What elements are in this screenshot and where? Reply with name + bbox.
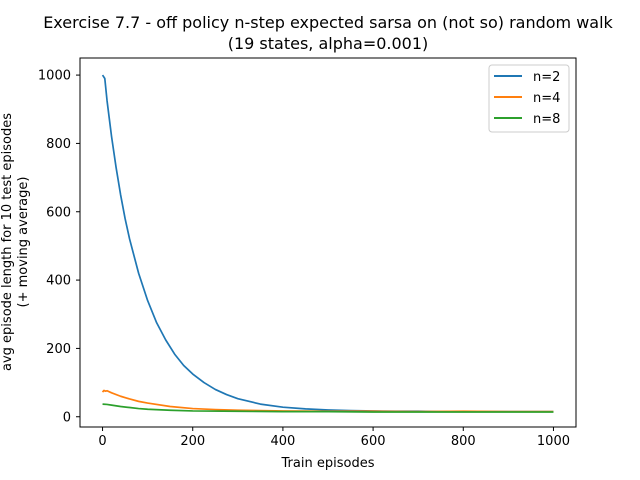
chart-title-line1: Exercise 7.7 - off policy n-step expecte… [43, 13, 613, 32]
x-tick-label: 200 [180, 434, 205, 449]
legend: n=2 n=4 n=8 [488, 64, 570, 133]
legend-items: n=2 n=4 n=8 [494, 70, 560, 127]
x-tick-label: 0 [98, 434, 106, 449]
x-axis-ticks: 0 200 400 600 800 1000 [98, 427, 570, 449]
y-tick-label: 600 [46, 205, 71, 220]
y-tick-label: 400 [46, 274, 71, 289]
x-axis-label: Train episodes [281, 456, 375, 471]
x-tick-label: 800 [451, 434, 476, 449]
y-axis-label-line2: (+ moving average) [16, 177, 31, 308]
y-axis-ticks: 0 200 400 600 800 1000 [38, 69, 80, 425]
y-tick-label: 0 [63, 410, 71, 425]
legend-label: n=2 [533, 70, 560, 85]
y-tick-label: 1000 [38, 69, 71, 84]
chart-title-line2: (19 states, alpha=0.001) [228, 34, 429, 53]
series-line-n-8 [102, 403, 554, 413]
legend-label: n=4 [533, 91, 560, 106]
y-axis-label-line1: avg episode length for 10 test episodes [0, 113, 15, 371]
plot-frame [79, 57, 577, 428]
y-tick-label: 200 [46, 342, 71, 357]
legend-label: n=8 [533, 112, 560, 127]
y-tick-label: 800 [46, 137, 71, 152]
legend-box [488, 64, 570, 133]
x-tick-label: 400 [270, 434, 295, 449]
x-tick-label: 600 [361, 434, 386, 449]
x-tick-label: 1000 [537, 434, 570, 449]
series-layer [101, 74, 554, 413]
